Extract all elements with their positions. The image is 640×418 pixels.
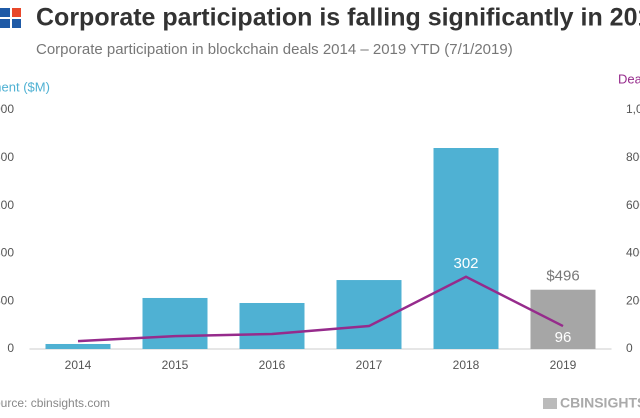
bar <box>530 289 596 349</box>
x-tick-label: 2016 <box>259 358 286 372</box>
y-tick-label: 400 <box>0 293 14 307</box>
x-tick-label: 2014 <box>65 358 92 372</box>
logo-mark <box>0 8 21 28</box>
y-tick-label: 1,200 <box>0 198 14 212</box>
bar <box>142 297 208 349</box>
chart-title: Corporate participation is falling signi… <box>36 4 640 32</box>
x-tick-label: 2015 <box>162 358 189 372</box>
y-tick-label: 800 <box>0 246 14 260</box>
y2-tick-label: 400 <box>626 246 640 260</box>
line-value-label: 302 <box>453 255 478 272</box>
bar <box>45 343 111 349</box>
y2-tick-label: 1,000 <box>626 102 640 116</box>
y2-tick-label: 800 <box>626 150 640 164</box>
y-axis-title: Investment ($M) <box>0 79 50 94</box>
logo-icon <box>543 398 557 409</box>
bar <box>239 302 305 349</box>
x-tick-label: 2018 <box>453 358 480 372</box>
y2-axis-title: Deals <box>618 71 640 86</box>
deals-line <box>77 275 564 343</box>
chart-subtitle: Corporate participation in blockchain de… <box>36 41 513 58</box>
logo-text: CBINSIGHTS <box>560 395 640 411</box>
y2-tick-label: 200 <box>626 293 640 307</box>
bar-value-label: $496 <box>546 268 579 285</box>
y2-tick-label: 0 <box>626 341 633 355</box>
x-tick-label: 2017 <box>356 358 383 372</box>
bar <box>433 148 499 349</box>
line-value-label: 96 <box>555 329 572 346</box>
y-tick-label: 0 <box>7 341 14 355</box>
y-tick-label: 2,000 <box>0 102 14 116</box>
y2-tick-label: 600 <box>626 198 640 212</box>
x-tick-label: 2019 <box>550 358 577 372</box>
source: Source: cbinsights.com <box>0 396 110 410</box>
y-tick-label: 1,600 <box>0 150 14 164</box>
